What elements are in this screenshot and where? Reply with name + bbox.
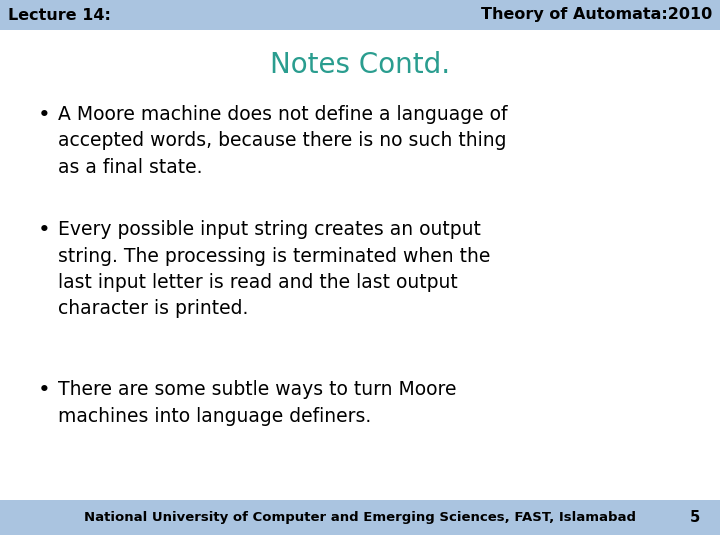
Text: •: • <box>38 220 50 240</box>
Text: Notes Contd.: Notes Contd. <box>270 51 450 79</box>
Text: Lecture 14:: Lecture 14: <box>8 8 111 23</box>
Text: There are some subtle ways to turn Moore
machines into language definers.: There are some subtle ways to turn Moore… <box>58 380 456 426</box>
Text: A Moore machine does not define a language of
accepted words, because there is n: A Moore machine does not define a langua… <box>58 105 508 177</box>
Text: Every possible input string creates an output
string. The processing is terminat: Every possible input string creates an o… <box>58 220 490 319</box>
Text: 5: 5 <box>690 510 700 525</box>
Bar <box>0 500 720 535</box>
Text: Theory of Automata:2010: Theory of Automata:2010 <box>481 8 712 23</box>
Text: National University of Computer and Emerging Sciences, FAST, Islamabad: National University of Computer and Emer… <box>84 511 636 524</box>
Text: •: • <box>38 105 50 125</box>
Bar <box>0 0 720 30</box>
Text: •: • <box>38 380 50 400</box>
